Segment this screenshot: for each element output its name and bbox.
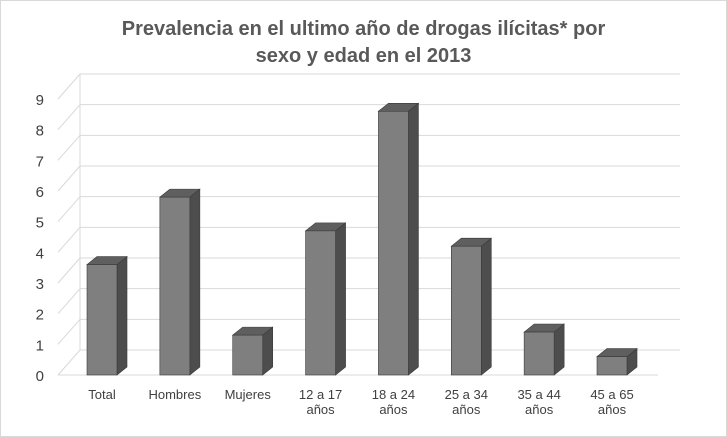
x-tick-label-line: años <box>306 402 335 417</box>
bar-side <box>189 188 201 376</box>
bar-front <box>523 331 555 376</box>
chart-title-line-1: Prevalencia en el ultimo año de drogas i… <box>121 18 606 40</box>
bar-front <box>159 196 191 376</box>
gridline-side <box>57 288 81 314</box>
bar <box>596 347 638 376</box>
x-tick-label: 18 a 24 años <box>372 387 415 417</box>
x-tick-label: Hombres <box>148 387 201 402</box>
x-tick-label-line: años <box>452 402 481 417</box>
y-tick-label: 4 <box>36 245 44 262</box>
x-tick-label-line: Mujeres <box>225 387 272 402</box>
bar-front <box>450 245 482 376</box>
y-tick-label: 7 <box>36 153 44 170</box>
gridline-side <box>57 227 81 253</box>
x-tick-label: 45 a 65 años <box>590 387 633 417</box>
x-tick-label-line: años <box>525 402 554 417</box>
x-tick-label-line: Hombres <box>148 387 201 402</box>
x-tick-label-line: años <box>379 402 408 417</box>
gridline-side <box>57 257 81 284</box>
bar <box>159 188 201 376</box>
y-tick-label: 2 <box>36 307 44 324</box>
gridline-side <box>57 135 81 161</box>
bar-side <box>335 222 346 376</box>
bar <box>450 237 493 376</box>
bar-front <box>305 230 336 376</box>
gridline-side <box>57 104 81 130</box>
bar-side <box>116 255 128 376</box>
y-tick-label: 6 <box>36 184 44 201</box>
x-tick-label-line: 35 a 44 <box>517 387 560 402</box>
bar <box>231 326 274 376</box>
y-tick-label: 8 <box>36 123 44 140</box>
x-tick-label: 25 a 34 años <box>445 387 488 417</box>
bar <box>523 323 565 376</box>
x-tick-label-line: Total <box>88 387 116 402</box>
y-tick-label: 9 <box>36 92 44 109</box>
y-tick-label: 0 <box>36 368 44 385</box>
x-tick-label-line: 18 a 24 <box>372 387 415 402</box>
gridline-side <box>57 196 81 222</box>
y-tick-label: 5 <box>36 215 44 232</box>
bar-side <box>408 102 419 376</box>
x-tick-label-line: años <box>598 402 627 417</box>
bar <box>304 222 347 376</box>
x-tick-label-line: 25 a 34 <box>445 387 488 402</box>
x-tick-label: Total <box>88 387 116 402</box>
bar <box>377 102 420 376</box>
y-tick-label: 1 <box>36 337 44 354</box>
x-tick-label-line: 12 a 17 <box>299 387 342 402</box>
bar-front <box>378 110 409 376</box>
bar-side <box>553 323 565 376</box>
bar-front <box>596 356 628 376</box>
gridline-side <box>57 319 81 345</box>
bar-front <box>86 264 118 376</box>
bar-side <box>480 237 492 376</box>
gridline-side <box>57 349 81 376</box>
chart-title-line-2: sexo y edad en el 2013 <box>255 45 472 67</box>
y-tick-label: 3 <box>36 276 44 293</box>
x-tick-label-line: 45 a 65 <box>590 387 633 402</box>
x-tick-label: Mujeres <box>225 387 272 402</box>
gridline-side <box>57 73 81 100</box>
bar <box>86 255 128 376</box>
gridline-side <box>57 165 81 192</box>
x-tick-label: 35 a 44 años <box>517 387 560 417</box>
bar-front <box>232 334 264 376</box>
x-tick-label: 12 a 17 años <box>299 387 342 417</box>
chart-title: Prevalencia en el ultimo año de drogas i… <box>0 16 727 70</box>
